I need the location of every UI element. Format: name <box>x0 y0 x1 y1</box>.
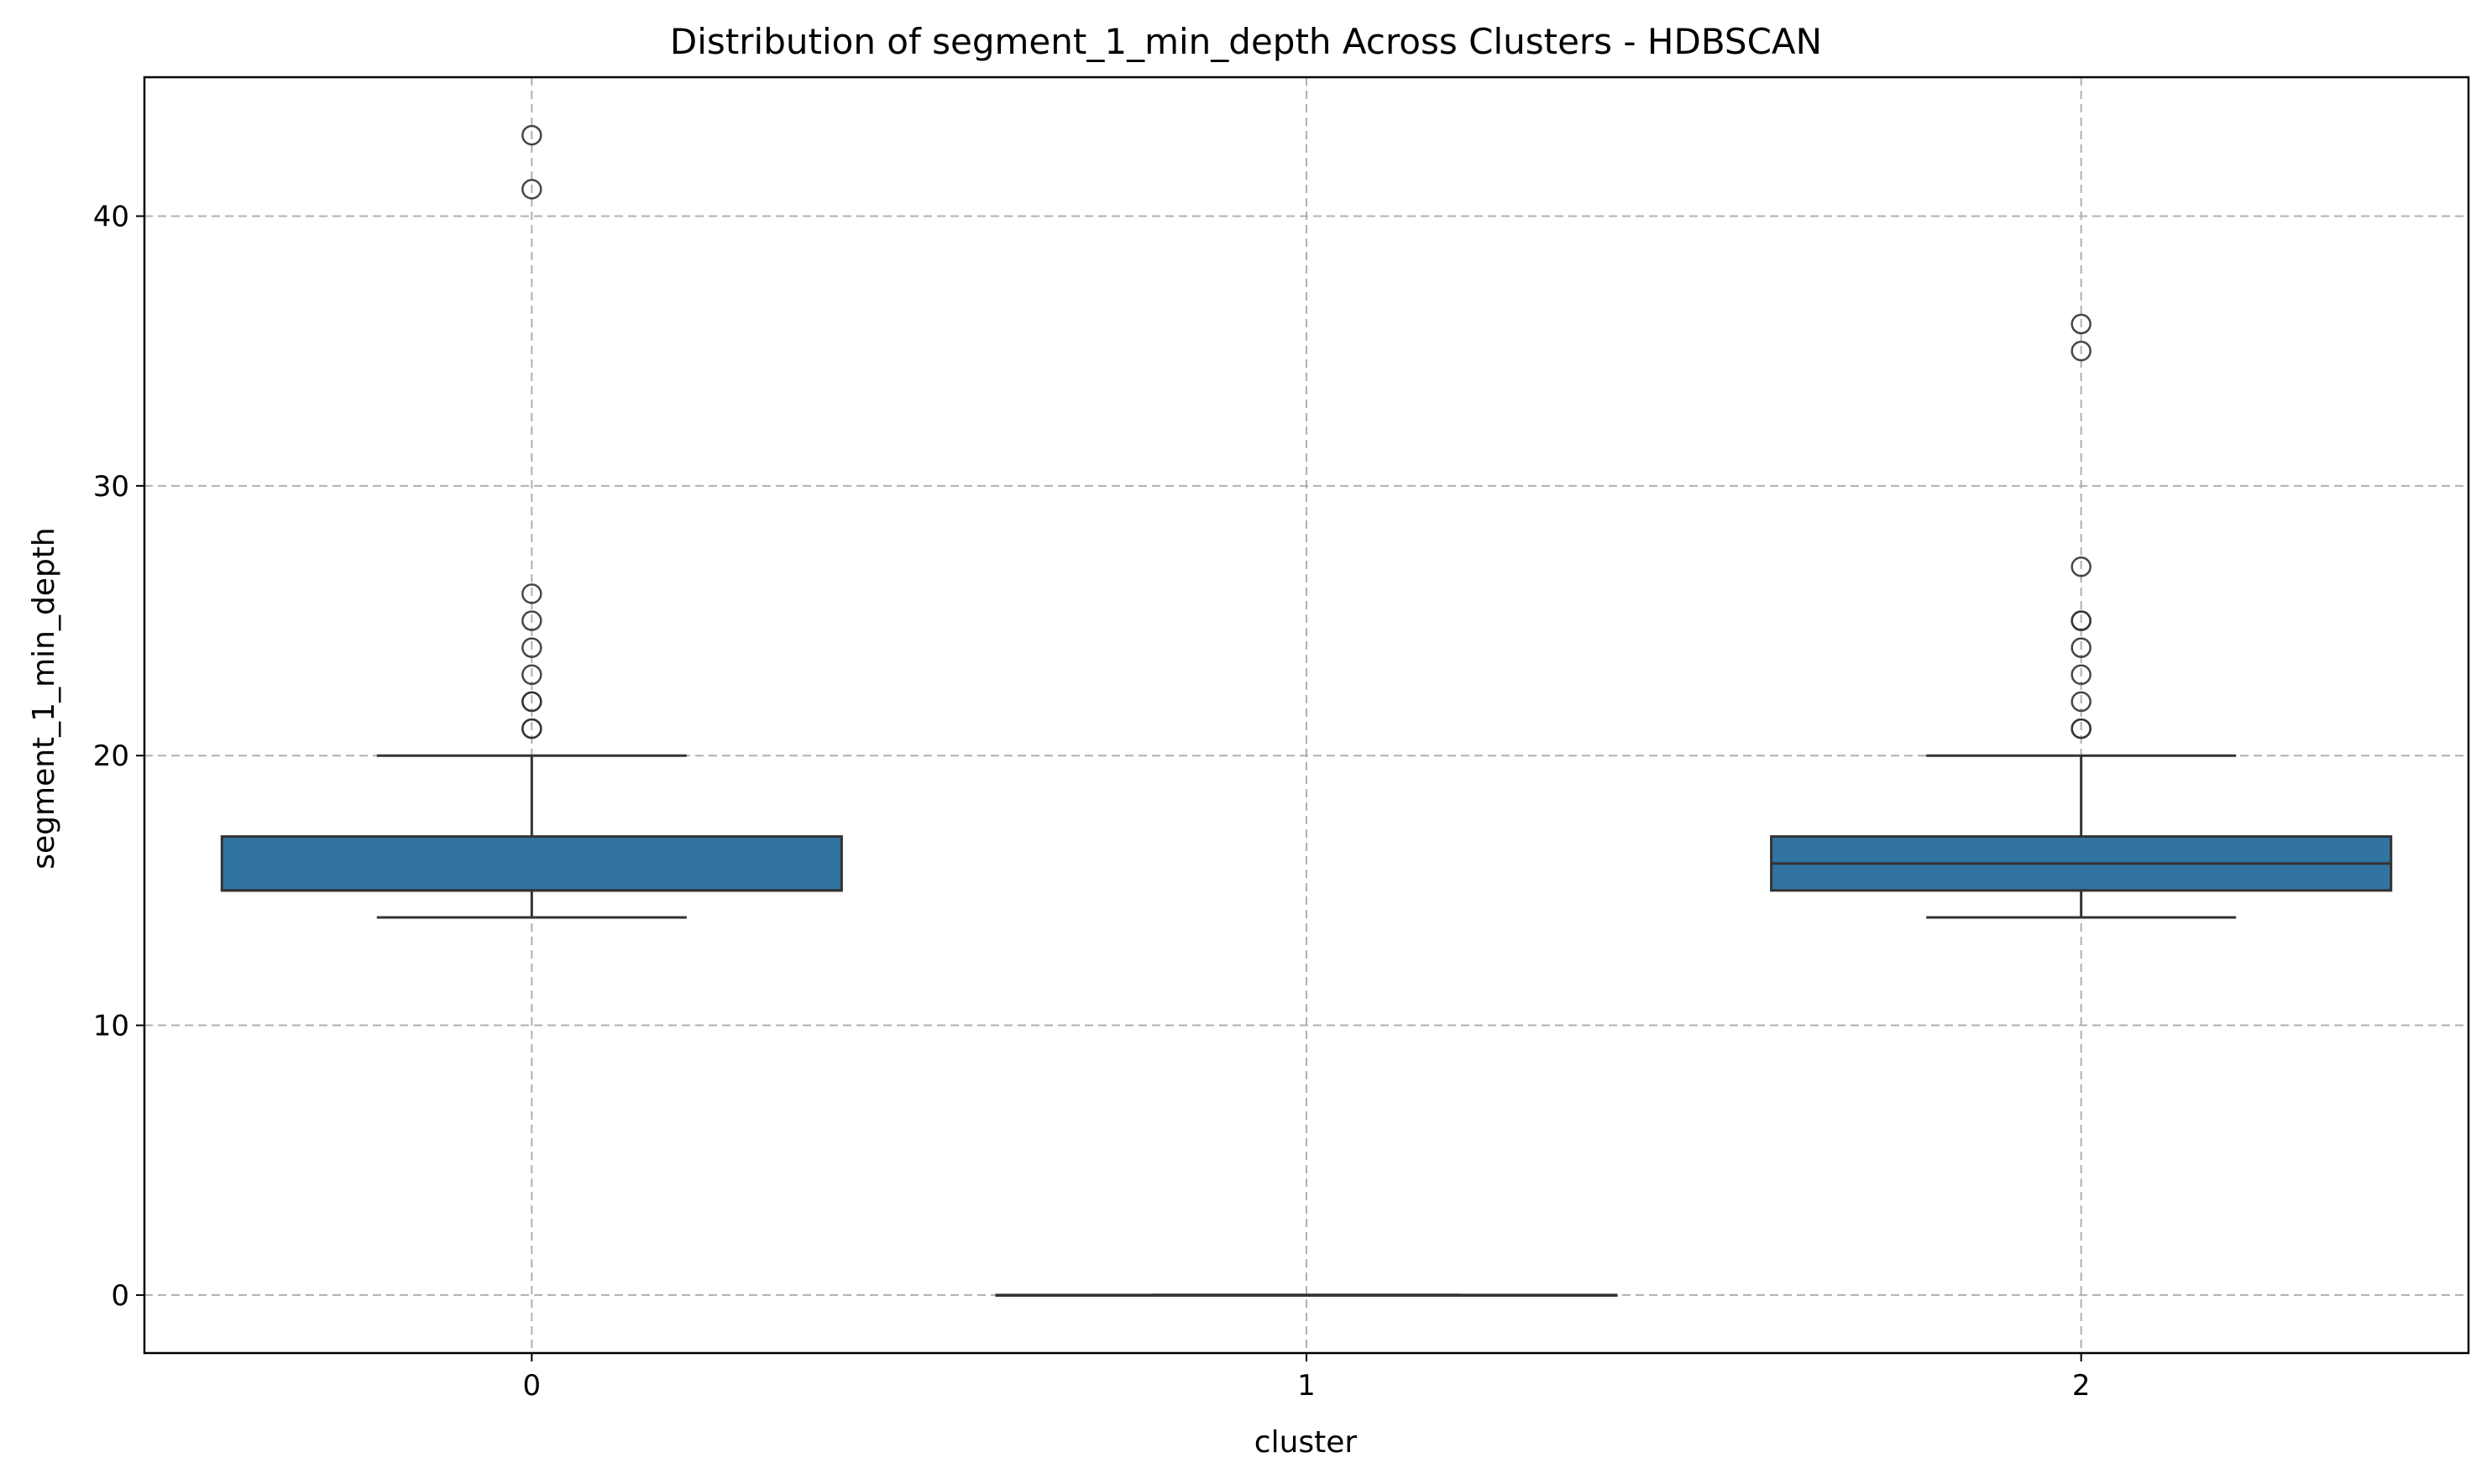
box-iqr <box>220 835 843 892</box>
x-tick-label-2: 2 <box>2072 1369 2091 1403</box>
outlier-points <box>521 124 2092 739</box>
outlier-point-cluster-2-7 <box>2071 556 2092 577</box>
outlier-point-cluster-0-9 <box>521 124 542 146</box>
outlier-point-cluster-0-3 <box>521 691 542 713</box>
outlier-point-cluster-2-6 <box>2071 610 2092 631</box>
chart-title: Distribution of segment_1_min_depth Acro… <box>670 21 1822 62</box>
x-tick-label-1: 1 <box>1297 1369 1316 1403</box>
y-tick-label-40: 40 <box>93 200 129 233</box>
box-series <box>220 754 2393 1297</box>
y-axis-label: segment_1_min_depth <box>27 527 61 869</box>
outlier-point-cluster-2-1 <box>2071 718 2092 739</box>
y-tick-label-0: 0 <box>111 1279 129 1313</box>
outlier-point-cluster-2-2 <box>2071 691 2092 713</box>
outlier-point-cluster-0-4 <box>521 664 542 686</box>
y-tick-label-30: 30 <box>93 470 129 504</box>
y-axis-ticks: 0 10 20 30 40 <box>93 200 144 1313</box>
outlier-point-cluster-0-1 <box>521 718 542 739</box>
box-group-cluster-1 <box>995 1293 1618 1297</box>
outlier-point-cluster-2-3 <box>2071 664 2092 686</box>
outlier-point-cluster-2-9 <box>2071 313 2092 335</box>
box-group-cluster-2 <box>1770 754 2393 919</box>
outlier-point-cluster-2-8 <box>2071 340 2092 362</box>
x-axis-ticks: 0 1 2 <box>523 1353 2091 1403</box>
box-group-cluster-0 <box>220 754 843 919</box>
grid-lines <box>144 77 2468 1353</box>
outlier-point-cluster-2-4 <box>2071 637 2092 658</box>
x-tick-label-0: 0 <box>523 1369 542 1403</box>
x-axis-label: cluster <box>1254 1425 1358 1460</box>
outlier-point-cluster-0-8 <box>521 179 542 200</box>
y-tick-label-20: 20 <box>93 739 129 773</box>
outlier-point-cluster-0-7 <box>521 583 542 604</box>
outlier-point-cluster-0-5 <box>521 637 542 658</box>
y-tick-label-10: 10 <box>93 1010 129 1043</box>
outlier-point-cluster-0-6 <box>521 610 542 631</box>
